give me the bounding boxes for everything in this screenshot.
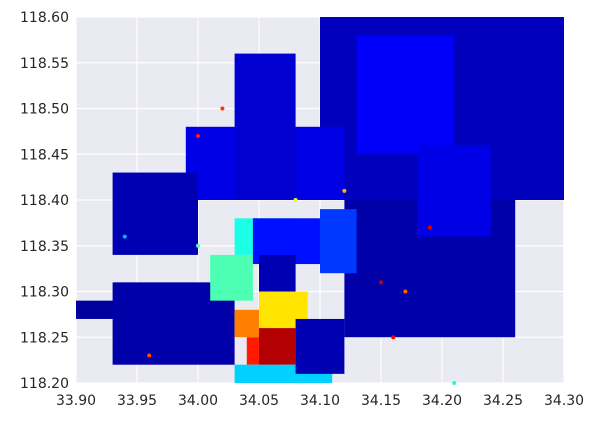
data-point	[391, 335, 395, 339]
x-tick-label: 33.95	[117, 393, 157, 409]
y-tick-label: 118.55	[20, 56, 69, 72]
x-tick-label: 34.15	[361, 393, 401, 409]
data-region	[259, 328, 296, 365]
data-point	[379, 280, 383, 284]
y-tick-label: 118.35	[20, 239, 69, 255]
y-tick-label: 118.30	[20, 285, 69, 301]
data-point	[294, 198, 298, 202]
x-tick-label: 34.05	[239, 393, 279, 409]
data-point	[123, 235, 127, 239]
data-region	[357, 35, 455, 154]
data-point	[342, 189, 346, 193]
x-tick-label: 33.90	[56, 393, 96, 409]
data-point	[147, 354, 151, 358]
x-tick-label: 34.25	[483, 393, 523, 409]
data-region	[235, 310, 259, 337]
x-tick-label: 34.30	[544, 393, 584, 409]
data-point	[196, 244, 200, 248]
data-region	[296, 319, 345, 374]
y-tick-label: 118.50	[20, 102, 69, 118]
y-tick-label: 118.20	[20, 376, 69, 392]
data-point	[220, 107, 224, 111]
y-tick-label: 118.60	[20, 10, 69, 26]
data-region	[235, 54, 296, 200]
y-axis-tick-labels: 118.20 118.25 118.30 118.35 118.40 118.45 118.…	[20, 10, 69, 392]
x-axis-tick-labels: 33.90 33.95 34.00 34.05 34.10 34.15 34.20 34.25…	[56, 393, 584, 409]
y-tick-label: 118.45	[20, 147, 69, 163]
data-point	[452, 381, 456, 385]
data-point	[428, 225, 432, 229]
y-tick-label: 118.40	[20, 193, 69, 209]
data-point	[403, 290, 407, 294]
data-region	[320, 209, 357, 273]
x-tick-label: 34.10	[300, 393, 340, 409]
data-point	[196, 134, 200, 138]
data-region	[418, 145, 491, 237]
y-tick-label: 118.25	[20, 330, 69, 346]
x-tick-label: 34.20	[422, 393, 462, 409]
data-region	[113, 173, 198, 255]
x-tick-label: 34.00	[178, 393, 218, 409]
data-region	[210, 255, 253, 301]
